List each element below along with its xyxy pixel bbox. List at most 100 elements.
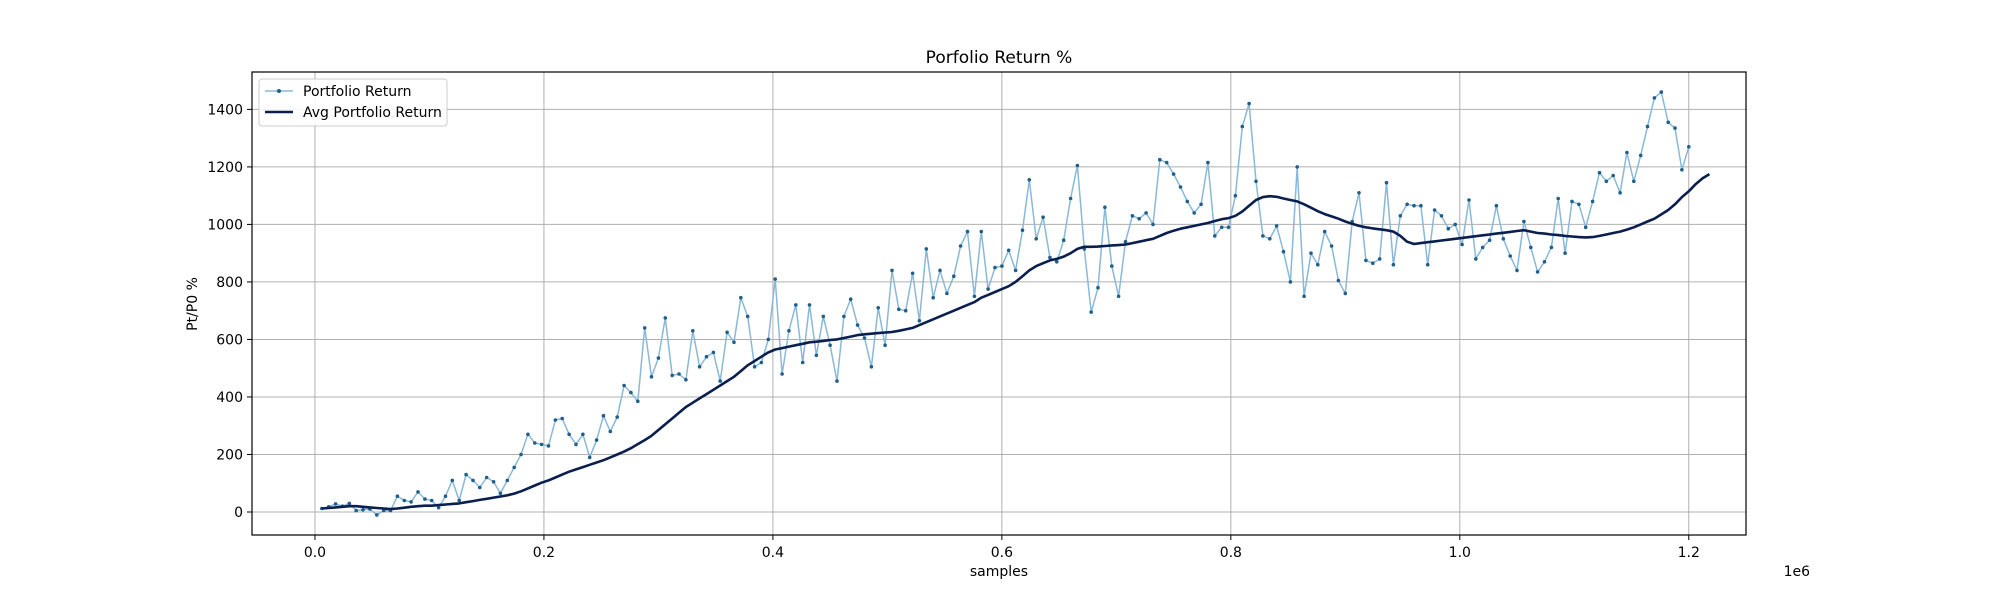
data-point-portfolio-return [333, 502, 338, 506]
y-tick-label: 1000 [207, 217, 243, 233]
data-point-portfolio-return [1419, 203, 1423, 208]
data-point-portfolio-return [958, 244, 963, 248]
data-point-portfolio-return [1611, 173, 1615, 178]
chart-title: Porfolio Return % [926, 48, 1073, 68]
data-point-portfolio-return [1508, 254, 1512, 258]
data-point-portfolio-return [1439, 214, 1444, 218]
data-point-portfolio-return [1480, 245, 1485, 250]
data-point-portfolio-return [1116, 294, 1121, 299]
data-point-portfolio-return [903, 308, 908, 313]
y-tick-label: 200 [216, 447, 243, 463]
data-point-portfolio-return [835, 379, 839, 383]
data-point-portfolio-return [1556, 196, 1560, 201]
data-point-portfolio-return [876, 306, 880, 310]
data-point-portfolio-return [1158, 157, 1162, 162]
data-point-portfolio-return [883, 343, 887, 348]
data-point-portfolio-return [1006, 248, 1011, 253]
data-point-portfolio-return [1405, 202, 1409, 207]
data-point-portfolio-return [1213, 234, 1217, 238]
x-tick-label: 0.6 [991, 545, 1013, 561]
data-point-portfolio-return [484, 475, 489, 480]
data-point-portfolio-return [354, 508, 359, 513]
data-point-portfolio-return [1316, 262, 1320, 267]
data-point-portfolio-return [677, 372, 681, 376]
data-point-portfolio-return [780, 372, 784, 376]
data-point-portfolio-return [952, 274, 956, 279]
data-point-portfolio-return [1357, 191, 1361, 195]
data-point-portfolio-return [1673, 126, 1677, 130]
data-point-portfolio-return [979, 229, 984, 234]
data-point-portfolio-return [924, 247, 929, 251]
data-point-portfolio-return [1618, 191, 1622, 195]
data-point-portfolio-return [1652, 96, 1657, 100]
data-point-portfolio-return [1075, 163, 1080, 168]
data-point-portfolio-return [794, 303, 798, 307]
data-point-portfolio-return [1522, 219, 1526, 224]
data-point-portfolio-return [642, 326, 647, 330]
axis-ticks: 0.0 0.2 0.4 0.6 0.8 1.0 1.2 0 200 400 600 800 1000 12… [207, 102, 1700, 561]
data-point-portfolio-return [1254, 179, 1258, 184]
data-point-portfolio-return [1261, 234, 1265, 238]
data-point-portfolio-return [450, 478, 455, 483]
data-point-portfolio-return [1027, 178, 1032, 182]
data-point-portfolio-return [622, 383, 626, 388]
data-point-portfolio-return [649, 375, 654, 379]
data-point-portfolio-return [1563, 251, 1567, 255]
data-point-portfolio-return [1096, 285, 1100, 290]
data-point-portfolio-return [519, 452, 523, 457]
data-point-portfolio-return [560, 416, 564, 421]
data-point-portfolio-return [1515, 268, 1519, 273]
data-point-portfolio-return [725, 330, 729, 335]
data-point-portfolio-return [375, 513, 379, 517]
data-point-portfolio-return [917, 319, 922, 323]
data-point-portfolio-return [691, 329, 695, 333]
data-point-portfolio-return [1453, 222, 1457, 227]
data-point-portfolio-return [704, 354, 709, 359]
data-point-portfolio-return [1206, 160, 1210, 165]
data-point-portfolio-return [1535, 270, 1540, 274]
data-point-portfolio-return [1302, 294, 1306, 299]
data-point-portfolio-return [787, 329, 791, 333]
data-point-portfolio-return [1632, 179, 1636, 184]
data-point-portfolio-return [773, 277, 777, 281]
data-point-portfolio-return [409, 500, 413, 504]
series-line-portfolio-return [321, 90, 1690, 516]
data-point-portfolio-return [1013, 268, 1018, 273]
data-point-portfolio-return [1199, 202, 1203, 207]
data-point-portfolio-return [347, 501, 352, 506]
plot-area-frame [251, 71, 1747, 536]
data-point-portfolio-return [766, 337, 771, 342]
data-point-portfolio-return [1364, 258, 1368, 263]
x-tick-label: 0.8 [1220, 545, 1242, 561]
data-point-portfolio-return [478, 485, 482, 490]
data-point-portfolio-return [711, 350, 716, 355]
data-point-portfolio-return [718, 379, 722, 383]
data-point-portfolio-return [945, 291, 949, 296]
data-point-portfolio-return [732, 340, 736, 345]
data-point-portfolio-return [1460, 242, 1464, 247]
series-group [320, 90, 1711, 517]
data-point-portfolio-return [1343, 291, 1348, 296]
data-point-portfolio-return [1192, 211, 1196, 215]
data-point-portfolio-return [1680, 168, 1684, 172]
data-point-portfolio-return [1000, 264, 1004, 268]
data-point-portfolio-return [1604, 179, 1609, 184]
data-point-portfolio-return [993, 265, 997, 270]
data-point-portfolio-return [1329, 244, 1334, 248]
data-point-portfolio-return [1137, 216, 1141, 221]
y-tick-label: 800 [216, 275, 243, 291]
data-point-portfolio-return [1034, 237, 1038, 241]
data-point-portfolio-return [1020, 228, 1025, 232]
data-point-portfolio-return [697, 365, 702, 369]
data-point-portfolio-return [1048, 255, 1052, 260]
data-point-portfolio-return [402, 498, 407, 503]
data-point-portfolio-return [1597, 170, 1602, 175]
x-tick-label: 1.2 [1678, 545, 1700, 561]
data-point-portfolio-return [1240, 124, 1245, 129]
data-point-portfolio-return [1336, 278, 1341, 283]
data-point-portfolio-return [821, 314, 826, 319]
data-point-portfolio-return [759, 360, 764, 365]
data-point-portfolio-return [1425, 262, 1430, 267]
data-point-portfolio-return [512, 465, 516, 470]
legend-box [258, 78, 448, 127]
